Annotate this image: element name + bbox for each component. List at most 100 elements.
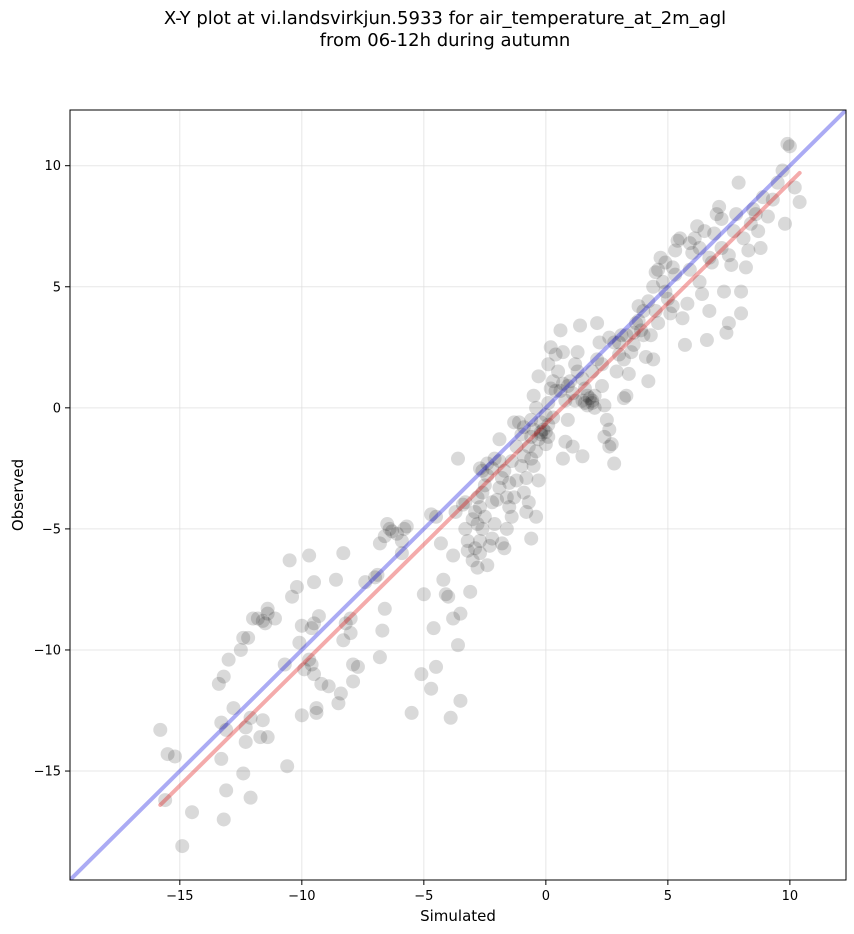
scatter-point [570,345,585,360]
scatter-point [531,432,546,447]
scatter-point [336,633,351,648]
scatter-point [380,517,395,532]
scatter-point [277,657,292,672]
scatter-point [546,374,561,389]
scatter-point [590,352,605,367]
scatter-point [568,357,583,372]
scatter-point [214,751,229,766]
scatter-point [307,575,322,590]
scatter-point [743,216,758,231]
scatter-point [514,458,529,473]
y-tick-label: 0 [53,401,61,416]
scatter-point [465,512,480,527]
scatter-point [533,425,548,440]
scatter-point [692,241,707,256]
scatter-point [756,190,771,205]
scatter-point [675,311,690,326]
x-axis-label: Simulated [420,907,496,925]
scatter-point [424,507,439,522]
scatter-point [538,425,553,440]
scatter-point [397,521,412,536]
scatter-point [636,303,651,318]
scatter-point [533,415,548,430]
scatter-point [792,195,807,210]
scatter-point [655,274,670,289]
scatter-point [372,650,387,665]
scatter-point [699,333,714,348]
y-tick-label: 10 [44,159,61,174]
scatter-point [599,412,614,427]
scatter-point [243,790,258,805]
x-tick-label: −5 [414,889,433,904]
scatter-point [653,250,668,265]
scatter-point [541,357,556,372]
y-tick-label: −10 [34,643,61,658]
x-tick-label: 0 [542,889,550,904]
scatter-point [597,398,612,413]
scatter-point [526,422,541,437]
scatter-point [680,296,695,311]
scatter-point [529,444,544,459]
scatter-point [721,248,736,263]
scatter-point [480,468,495,483]
scatter-point [626,337,641,352]
scatter-point [548,383,563,398]
scatter-point [253,730,268,745]
scatter-point [714,211,729,226]
scatter-point [492,454,507,469]
y-tick-label: 5 [53,280,61,295]
scatter-point [524,429,539,444]
scatter-point [350,659,365,674]
scatter-point [497,541,512,556]
axis-ticks: −15 −10 −5 0 5 10 −15 −10 −5 0 5 10 [34,159,799,904]
scatter-point [377,529,392,544]
scatter-point [570,364,585,379]
scatter-point [258,616,273,631]
scatter-point [304,621,319,636]
scatter-point [504,509,519,524]
scatter-point [565,386,580,401]
x-tick-label: −15 [166,889,193,904]
scatter-point [602,422,617,437]
scatter-point [702,303,717,318]
scatter-point [580,398,595,413]
scatter-point [328,572,343,587]
scatter-point [167,749,182,764]
scatter-point [475,463,490,478]
scatter-point [619,328,634,343]
scatter-point [399,519,414,534]
scatter-point [336,546,351,561]
scatter-point [716,284,731,299]
scatter-point [497,463,512,478]
scatter-point [538,408,553,423]
scatter-point [616,391,631,406]
scatter-point [614,328,629,343]
scatter-point [585,393,600,408]
scatter-point [577,381,592,396]
scatter-point [585,395,600,410]
scatter-point [307,667,322,682]
scatter-point [311,609,326,624]
scatter-point [524,412,539,427]
scatter-point [429,509,444,524]
scatter-point [531,369,546,384]
scatter-point [543,381,558,396]
scatter-point [216,812,231,827]
scatter-point [472,500,487,515]
scatter-point [309,705,324,720]
scatter-point [748,207,763,222]
scatter-point [516,485,531,500]
scatter-point [643,328,658,343]
scatter-point [487,517,502,532]
x-tick-label: 10 [782,889,799,904]
scatter-point [158,793,173,808]
scatter-point [551,364,566,379]
scatter-point [563,374,578,389]
scatter-point [668,267,683,282]
scatter-point [255,613,270,628]
scatter-point [236,766,251,781]
scatter-point [389,526,404,541]
scatter-point [226,701,241,716]
scatter-point [770,175,785,190]
